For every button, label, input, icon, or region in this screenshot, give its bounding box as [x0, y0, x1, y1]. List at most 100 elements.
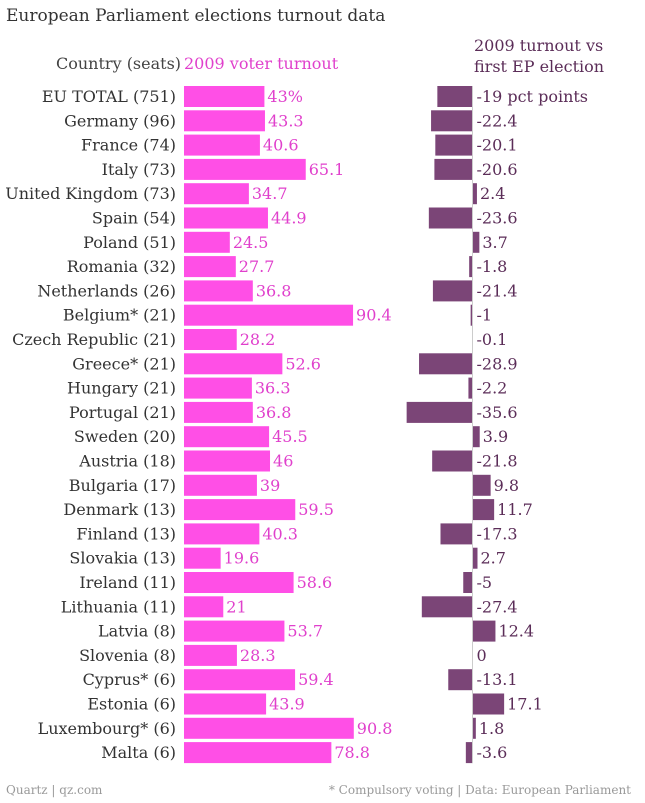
category-label: Austria (18): [78, 452, 176, 471]
change-bar: [472, 499, 495, 521]
turnout-value-label: 39: [260, 476, 280, 495]
turnout-bar: [184, 450, 271, 472]
category-label: Finland (13): [76, 524, 176, 543]
turnout-value-label: 44.9: [271, 209, 307, 228]
turnout-bar: [184, 280, 253, 302]
change-value-label: -21.4: [477, 281, 518, 300]
change-value-label: -21.8: [477, 452, 518, 471]
change-bar: [468, 377, 473, 399]
change-bar: [432, 450, 473, 472]
turnout-column-header: 2009 voter turnout: [184, 54, 339, 73]
change-value-label: -13.1: [477, 670, 518, 689]
category-label: Netherlands (26): [37, 281, 176, 300]
change-value-label: 1.8: [479, 719, 504, 738]
turnout-bar: [184, 329, 237, 350]
category-label: EU TOTAL (751): [42, 87, 176, 106]
category-label: Romania (32): [67, 257, 176, 276]
turnout-value-label: 28.2: [240, 330, 276, 349]
category-label: Germany (96): [64, 111, 176, 130]
turnout-bar: [184, 207, 268, 229]
turnout-value-label: 45.5: [272, 427, 308, 446]
change-header-line-1: 2009 turnout vs: [474, 36, 604, 55]
change-value-label: -2.2: [477, 379, 508, 398]
change-bar: [419, 353, 473, 375]
turnout-bar: [184, 304, 354, 326]
turnout-value-label: 43.3: [268, 111, 304, 130]
turnout-value-label: 78.8: [334, 743, 370, 762]
change-bar: [472, 620, 496, 642]
category-label: Ireland (11): [79, 573, 176, 592]
change-value-label: -20.1: [477, 136, 518, 155]
change-bar: [437, 86, 473, 107]
turnout-value-label: 24.5: [233, 233, 269, 252]
turnout-value-label: 90.8: [357, 719, 393, 738]
change-bar: [472, 717, 476, 739]
category-label: Greece* (21): [72, 354, 176, 373]
change-bar: [463, 572, 473, 593]
category-label: Cyprus* (6): [83, 670, 176, 689]
turnout-bar: [184, 426, 270, 448]
change-value-label: 2.4: [480, 184, 505, 203]
change-value-label: 3.9: [483, 427, 508, 446]
turnout-value-label: 34.7: [252, 184, 288, 203]
turnout-value-label: 36.8: [256, 403, 292, 422]
change-bar: [472, 183, 477, 205]
turnout-value-label: 21: [226, 597, 246, 616]
change-bar: [472, 426, 480, 448]
category-label: Poland (51): [83, 233, 176, 252]
change-bar: [434, 158, 473, 180]
turnout-bar: [184, 693, 267, 715]
turnout-value-label: 40.3: [262, 524, 298, 543]
turnout-bar: [184, 669, 296, 691]
category-label: Hungary (21): [67, 379, 176, 398]
category-label: Latvia (8): [98, 622, 176, 641]
turnout-bar: [184, 158, 306, 180]
turnout-value-label: 19.6: [224, 549, 260, 568]
turnout-bar: [184, 499, 296, 521]
turnout-value-label: 27.7: [239, 257, 275, 276]
turnout-value-label: 52.6: [285, 354, 321, 373]
change-value-label: -1: [477, 306, 493, 325]
turnout-bar: [184, 377, 252, 399]
change-bar: [421, 596, 473, 618]
change-value-label: -35.6: [477, 403, 518, 422]
turnout-value-label: 43%: [267, 87, 303, 106]
turnout-value-label: 58.6: [297, 573, 333, 592]
turnout-bar: [184, 742, 332, 764]
change-bar: [432, 280, 473, 302]
turnout-bar: [184, 110, 265, 132]
turnout-bar: [184, 620, 285, 642]
turnout-bar: [184, 401, 253, 423]
turnout-bar: [184, 353, 283, 375]
country-column-header: Country (seats): [56, 54, 182, 73]
turnout-bar: [184, 644, 237, 666]
change-bar: [431, 110, 473, 132]
category-label: Slovenia (8): [79, 646, 176, 665]
change-bar: [470, 304, 473, 326]
change-value-label: -23.6: [477, 209, 518, 228]
change-bar: [472, 547, 478, 569]
category-label: Luxembourg* (6): [38, 719, 176, 738]
change-value-label: -5: [477, 573, 493, 592]
change-value-label: -0.1: [477, 330, 508, 349]
turnout-value-label: 53.7: [287, 622, 323, 641]
turnout-value-label: 28.3: [240, 646, 276, 665]
category-label: Belgium* (21): [63, 306, 176, 325]
category-label: Sweden (20): [74, 427, 176, 446]
change-bar: [465, 742, 473, 764]
change-header-line-2: first EP election: [474, 57, 605, 76]
category-label: United Kingdom (73): [5, 184, 176, 203]
change-bar: [472, 693, 505, 715]
change-value-label: -22.4: [477, 111, 518, 130]
turnout-value-label: 46: [273, 452, 293, 471]
change-column-header: 2009 turnout vs first EP election: [474, 35, 604, 77]
footer-source: Quartz | qz.com: [6, 783, 103, 797]
change-value-label: -20.6: [477, 160, 518, 179]
change-value-label: -19 pct points: [477, 87, 589, 106]
category-label: Czech Republic (21): [12, 330, 176, 349]
change-bar: [406, 401, 473, 423]
turnout-value-label: 43.9: [269, 695, 305, 714]
turnout-value-label: 59.5: [298, 500, 334, 519]
change-bar: [469, 256, 473, 278]
